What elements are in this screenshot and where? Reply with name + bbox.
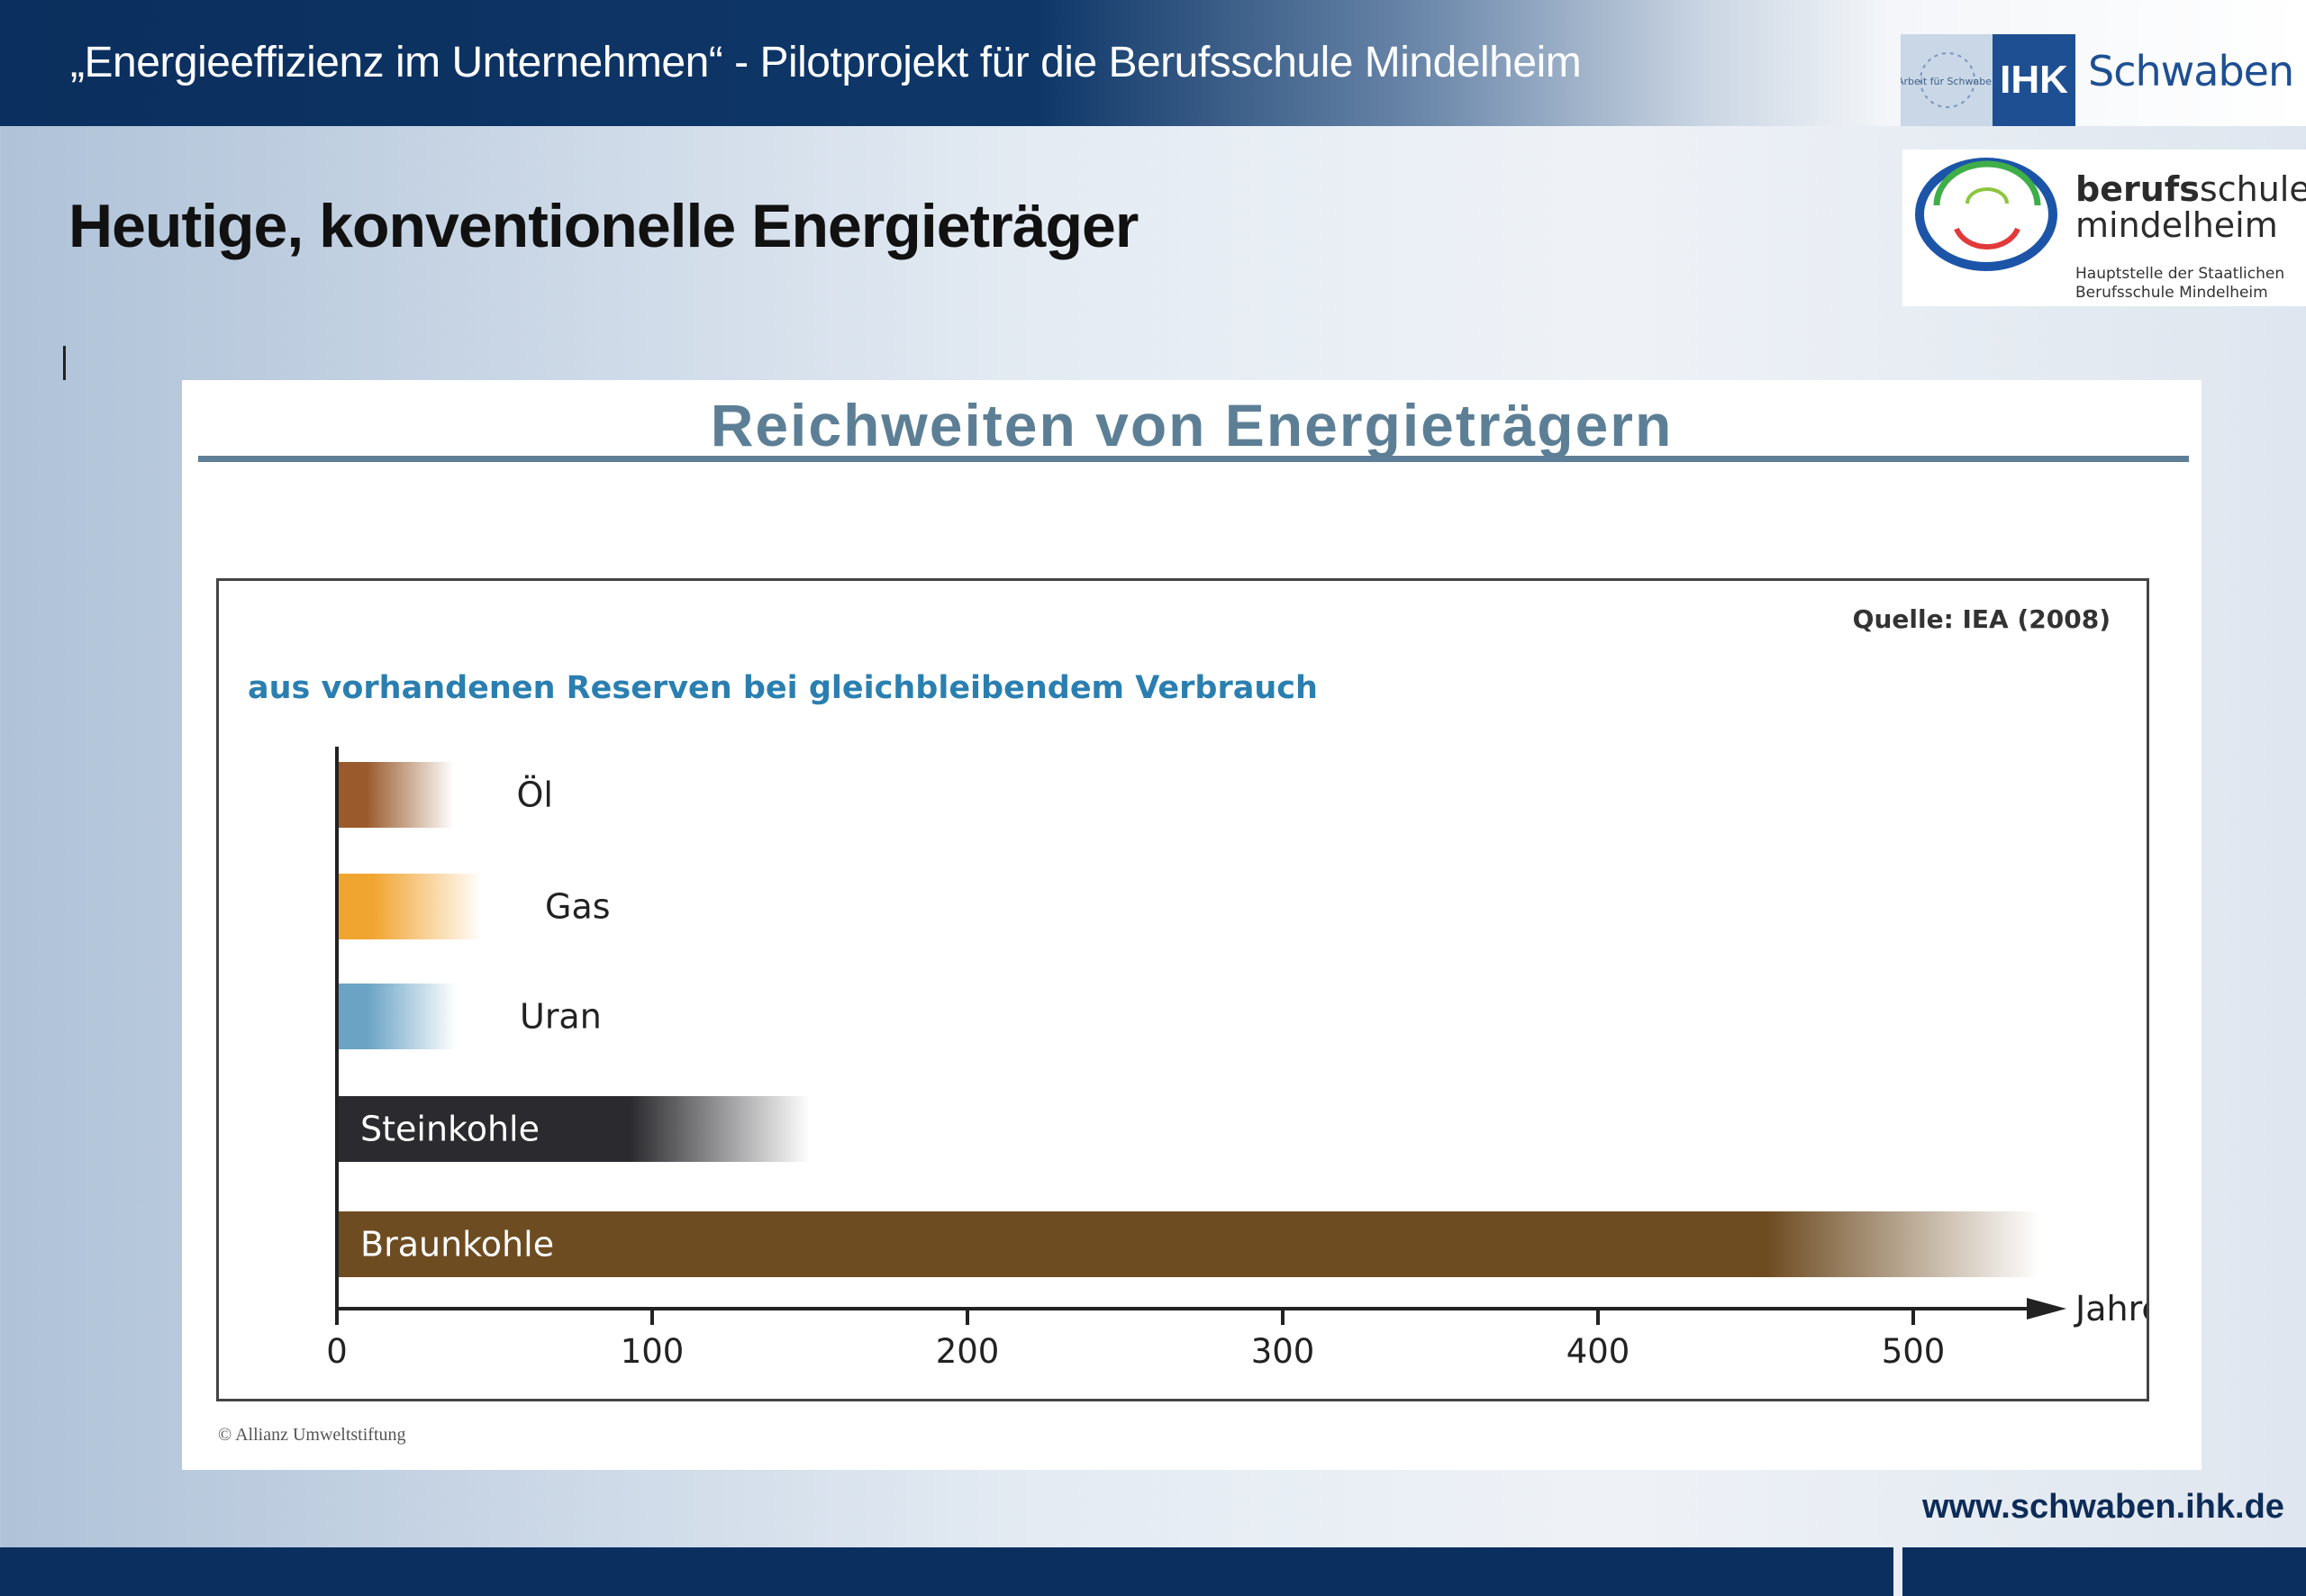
berufsschule-logo: berufsschule mindelheim Hauptstelle der …	[1902, 150, 2306, 306]
slide-title: Heutige, konventionelle Energieträger	[68, 192, 1139, 260]
x-axis-label: Jahre	[2074, 1289, 2147, 1328]
card-title: Reichweiten von Energieträgern	[710, 392, 1674, 458]
berufsschule-name-line2: mindelheim	[2075, 205, 2278, 245]
x-tick-label: 300	[1251, 1332, 1315, 1371]
chart-subtitle: aus vorhandenen Reserven bei gleichbleib…	[248, 670, 1318, 706]
berufsschule-name: berufsschule mindelheim	[2075, 171, 2306, 243]
footer-bar	[0, 1547, 1893, 1596]
footer-bar-right	[1902, 1547, 2306, 1596]
x-tick-label: 500	[1882, 1332, 1946, 1371]
bar-l	[337, 762, 454, 828]
bar-label: Braunkohle	[360, 1225, 554, 1265]
card-title-rule	[198, 456, 2189, 462]
x-tick-label: 0	[326, 1332, 348, 1371]
x-tick-label: 200	[936, 1332, 1000, 1371]
x-tick-label: 100	[621, 1332, 685, 1371]
chart-card: Reichweiten von Energieträgern Quelle: I…	[182, 380, 2202, 1470]
berufsschule-emblem-icon	[1915, 158, 2057, 271]
berufsschule-subtitle: Hauptstelle der Staatlichen Berufsschule…	[2075, 265, 2284, 303]
ihk-box-label: IHK	[1993, 34, 2075, 126]
x-axis: Jahre 0 100 200 300 400 500	[326, 747, 2147, 1371]
bar-label: Gas	[545, 887, 611, 927]
bars-layer: Öl Gas Uran Steinkohle Braunkohle	[337, 762, 2039, 1277]
bar-label: Öl	[517, 775, 553, 815]
ihk-name: Schwaben	[2088, 47, 2294, 95]
bar-braunkohle	[337, 1211, 2039, 1277]
text-cursor	[63, 346, 66, 380]
x-tick-label: 400	[1566, 1332, 1630, 1371]
berufsschule-sub-line2: Berufsschule Mindelheim	[2075, 284, 2268, 302]
berufsschule-name-bold: berufs	[2075, 169, 2200, 209]
presentation-title: „Energieeffizienz im Unternehmen“ - Pilo…	[70, 39, 1582, 86]
bar-steinkohle	[337, 1096, 810, 1162]
berufsschule-name-rest: schule	[2199, 169, 2306, 209]
x-axis-arrow-icon	[2027, 1298, 2066, 1319]
bar-uran	[337, 984, 457, 1049]
berufsschule-sub-line1: Hauptstelle der Staatlichen	[2075, 265, 2285, 283]
ihk-schwaben-logo: Arbeit für Schwaben IHK Schwaben	[1901, 34, 2294, 126]
bar-label: Uran	[520, 997, 602, 1037]
image-credit: © Allianz Umweltstiftung	[218, 1425, 406, 1445]
website-link[interactable]: www.schwaben.ihk.de	[1922, 1488, 2284, 1526]
range-bar-chart: Quelle: IEA (2008) aus vorhandenen Reser…	[248, 604, 2147, 1371]
chart-source: Quelle: IEA (2008)	[1853, 604, 2111, 634]
bar-gas	[337, 874, 482, 939]
bar-label: Steinkohle	[360, 1110, 540, 1149]
chart-frame: Quelle: IEA (2008) aus vorhandenen Reser…	[216, 578, 2149, 1401]
ihk-seal-emblem-icon: Arbeit für Schwaben	[1901, 52, 1998, 108]
ihk-seal-text: Arbeit für Schwaben	[1901, 76, 1998, 87]
